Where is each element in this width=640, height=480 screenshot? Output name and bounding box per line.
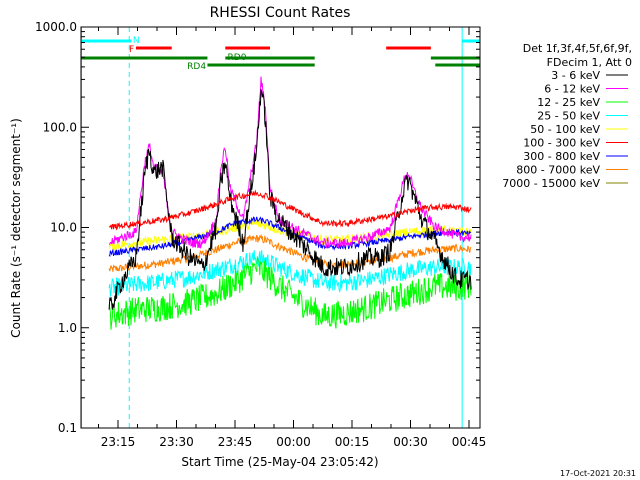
x-tick-label: 23:45 [218, 435, 253, 449]
series-line-7 [108, 233, 472, 272]
y-tick-label: 1.0 [58, 321, 77, 335]
y-axis-label: Count Rate (s⁻¹ detector segment⁻¹) [9, 118, 23, 338]
state-label-rd4: RD4 [187, 62, 206, 72]
x-tick-label: 00:00 [276, 435, 311, 449]
x-tick-label: 23:30 [159, 435, 194, 449]
axes: 0.1 1.0 10.0 100.0 1000.0 23:15 23:30 23:45 00:0… [35, 20, 486, 449]
legend: Det 1f,3f,4f,5f,6f,9f,FDecim 1, Att 03 -… [502, 42, 632, 190]
legend-header-line: Det 1f,3f,4f,5f,6f,9f, [523, 42, 632, 55]
y-tick-label: 1000.0 [35, 20, 77, 34]
legend-header-line: FDecim 1, Att 0 [547, 56, 632, 69]
x-tick-label: 00:45 [452, 435, 487, 449]
state-label-f: F [129, 45, 134, 55]
legend-entry-label: 300 - 800 keV [523, 150, 600, 163]
legend-entry-label: 12 - 25 keV [537, 96, 600, 109]
state-label-n: N [133, 36, 140, 46]
chart-title: RHESSI Count Rates [210, 5, 351, 21]
legend-entry-label: 50 - 100 keV [530, 123, 600, 136]
legend-entry-label: 100 - 300 keV [523, 137, 600, 150]
state-label-rd0: RD0 [228, 53, 247, 63]
x-tick-label: 23:15 [101, 435, 136, 449]
plot-area: NF RD0 RD4 [81, 27, 480, 428]
x-axis-label: Start Time (25-May-04 23:05:42) [181, 455, 378, 469]
series-line-5 [108, 189, 472, 231]
series-line-2 [108, 256, 472, 330]
legend-entry-label: 7000 - 15000 keV [502, 177, 600, 190]
legend-entry-label: 6 - 12 keV [544, 83, 600, 96]
series-line-3 [108, 250, 472, 297]
legend-entry-label: 800 - 7000 keV [516, 164, 600, 177]
y-tick-label: 10.0 [50, 221, 77, 235]
x-tick-label: 00:15 [335, 435, 370, 449]
legend-entry-label: 3 - 6 keV [551, 69, 600, 82]
legend-entry-label: 25 - 50 keV [537, 110, 600, 123]
footer-date: 17-Oct-2021 20:31 [560, 469, 636, 478]
x-tick-label: 00:30 [393, 435, 428, 449]
y-tick-label: 100.0 [43, 120, 77, 134]
y-tick-label: 0.1 [58, 421, 77, 435]
